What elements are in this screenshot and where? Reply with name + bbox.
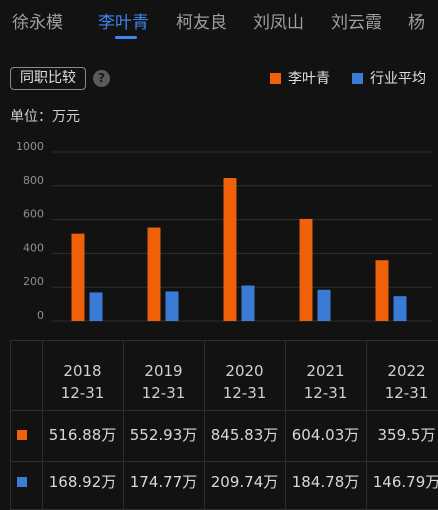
table-cell: 174.77万: [129, 473, 198, 491]
tab-person-4[interactable]: 刘凤山: [253, 13, 304, 33]
bar-person: [71, 233, 85, 321]
column-header: 2022 12-31: [366, 360, 438, 404]
column-year: 2020: [225, 362, 264, 380]
table-row-divider: [10, 410, 438, 411]
help-icon[interactable]: ?: [93, 70, 110, 87]
tab-person-1[interactable]: 徐永模: [12, 13, 63, 33]
table-col-divider: [10, 340, 11, 509]
column-header: 2019 12-31: [123, 360, 204, 404]
table-cell: 359.5万: [377, 426, 436, 444]
bar-person: [147, 227, 161, 321]
table-cell: 516.88万: [48, 426, 117, 444]
column-year: 2022: [387, 362, 426, 380]
column-date: 12-31: [60, 384, 105, 402]
bar-person: [223, 178, 237, 321]
legend-item-industry: 行业平均: [352, 68, 426, 88]
column-date: 12-31: [141, 384, 186, 402]
legend-swatch-person: [270, 72, 281, 84]
column-date: 12-31: [303, 384, 348, 402]
table-cell: 184.78万: [291, 473, 360, 491]
column-year: 2021: [306, 362, 345, 380]
tab-person-5[interactable]: 刘云霞: [331, 13, 382, 33]
y-tick-label: 1000: [16, 140, 44, 153]
y-tick-label: 600: [23, 208, 44, 221]
table-cell: 146.79万: [372, 473, 438, 491]
y-tick-label: 400: [23, 241, 44, 254]
bar-person: [299, 218, 313, 321]
tab-person-2[interactable]: 李叶青: [98, 13, 149, 33]
table-col-divider: [123, 340, 124, 509]
table-cell: 552.93万: [129, 426, 198, 444]
y-tick-label: 800: [23, 174, 44, 187]
tab-person-3[interactable]: 柯友良: [176, 13, 227, 33]
column-date: 12-31: [384, 384, 429, 402]
legend-label-person: 李叶青: [288, 71, 330, 87]
row-swatch-person: [17, 430, 27, 440]
y-tick-label: 200: [23, 275, 44, 288]
bar-industry: [241, 285, 255, 321]
table-row-divider: [10, 340, 438, 341]
y-tick-label: 0: [37, 309, 44, 322]
legend-item-person: 李叶青: [270, 68, 330, 88]
column-header: 2018 12-31: [42, 360, 123, 404]
table-col-divider: [366, 340, 367, 509]
peer-compare-button[interactable]: 同职比较: [10, 67, 86, 90]
bar-industry: [89, 292, 103, 321]
table-cell: 209.74万: [210, 473, 279, 491]
bar-industry: [165, 291, 179, 321]
table-cell: 845.83万: [210, 426, 279, 444]
table-col-divider: [42, 340, 43, 509]
column-header: 2020 12-31: [204, 360, 285, 404]
column-header: 2021 12-31: [285, 360, 366, 404]
bar-person: [375, 260, 389, 321]
person-tabs: 徐永模 李叶青 柯友良 刘凤山 刘云霞 杨: [0, 0, 438, 42]
bar-industry: [393, 296, 407, 321]
column-year: 2018: [63, 362, 102, 380]
active-tab-indicator: [115, 36, 137, 39]
table-row-divider: [10, 461, 438, 462]
table-cell: 168.92万: [48, 473, 117, 491]
data-table: 2018 12-31 2019 12-31 2020 12-31 2021 12-31 2022…: [0, 340, 438, 510]
column-year: 2019: [144, 362, 183, 380]
table-col-divider: [204, 340, 205, 509]
table-col-divider: [285, 340, 286, 509]
table-cell: 604.03万: [291, 426, 360, 444]
column-date: 12-31: [222, 384, 267, 402]
bar-industry: [317, 289, 331, 321]
legend-swatch-industry: [352, 72, 363, 84]
row-swatch-industry: [17, 477, 27, 487]
legend-label-industry: 行业平均: [370, 71, 426, 87]
bar-chart: 1000 800 600 400 200 0: [16, 140, 432, 322]
tab-person-6[interactable]: 杨: [408, 13, 425, 33]
unit-label: 单位：万元: [10, 109, 80, 125]
